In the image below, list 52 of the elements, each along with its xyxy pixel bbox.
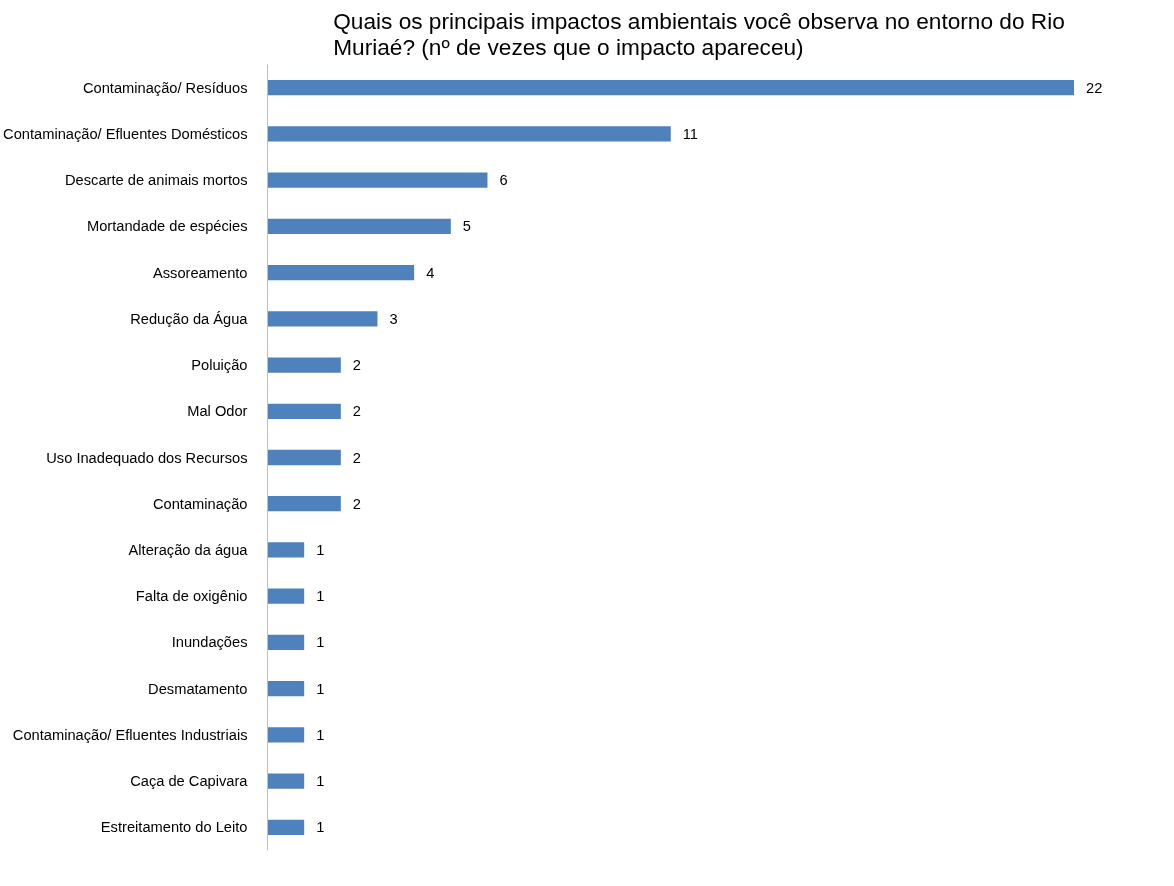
y-tick-label: Redução da Água (130, 310, 249, 327)
data-label: 4 (426, 264, 435, 281)
data-label: 22 (1086, 79, 1103, 96)
y-tick-label: Contaminação/ Resíduos (82, 79, 248, 96)
chart-title: Quais os principais impactos ambientais você observa no entorno do Rio Muriaé? (nº de vezes que o impacto apareceu) (333, 7, 1065, 60)
data-label: 2 (352, 403, 361, 420)
bar (267, 542, 305, 558)
data-label: 2 (352, 495, 361, 512)
bar (267, 773, 305, 789)
bar (267, 264, 415, 281)
data-label: 1 (316, 541, 325, 558)
y-tick-label: Descarte de animais mortos (65, 172, 248, 189)
bar (267, 218, 451, 234)
data-label: 3 (389, 310, 398, 327)
bar (267, 311, 378, 327)
data-label: 5 (462, 218, 471, 235)
y-tick-label: Uso Inadequado dos Recursos (46, 449, 248, 466)
bar (267, 496, 341, 512)
bar (267, 819, 305, 836)
data-label: 6 (499, 172, 508, 189)
y-tick-label: Contaminação/ Efluentes Domésticos (3, 125, 248, 142)
y-tick-label: Inundações (171, 634, 248, 651)
data-label: 2 (352, 357, 361, 374)
y-tick-label: Poluição (191, 357, 248, 374)
bar (267, 403, 341, 419)
bar (267, 172, 488, 188)
data-label: 1 (316, 680, 325, 697)
bar (267, 588, 305, 604)
y-tick-label: Falta de oxigênio (135, 588, 248, 605)
bar (267, 357, 341, 373)
data-label: 1 (316, 634, 325, 651)
y-tick-label: Mal Odor (187, 403, 248, 420)
y-tick-label: Desmatamento (148, 680, 248, 697)
data-label: 1 (316, 726, 325, 743)
y-tick-label: Caça de Capivara (130, 773, 249, 790)
y-tick-label: Alteração da água (128, 541, 249, 558)
data-label: 11 (682, 125, 698, 142)
data-label: 1 (316, 773, 325, 790)
bar (267, 634, 305, 651)
bar (267, 681, 305, 697)
bar (267, 727, 305, 743)
bar (267, 449, 341, 466)
data-label: 1 (316, 819, 325, 836)
y-tick-label: Mortandade de espécies (86, 218, 248, 235)
data-label: 1 (316, 588, 325, 605)
data-label: 2 (352, 449, 361, 466)
y-tick-label: Estreitamento do Leito (100, 819, 248, 836)
bar (267, 79, 1075, 96)
y-tick-label: Assoreamento (153, 264, 248, 281)
y-tick-label: Contaminação (152, 495, 248, 512)
bar (267, 126, 671, 142)
y-tick-label: Contaminação/ Efluentes Industriais (12, 726, 248, 743)
